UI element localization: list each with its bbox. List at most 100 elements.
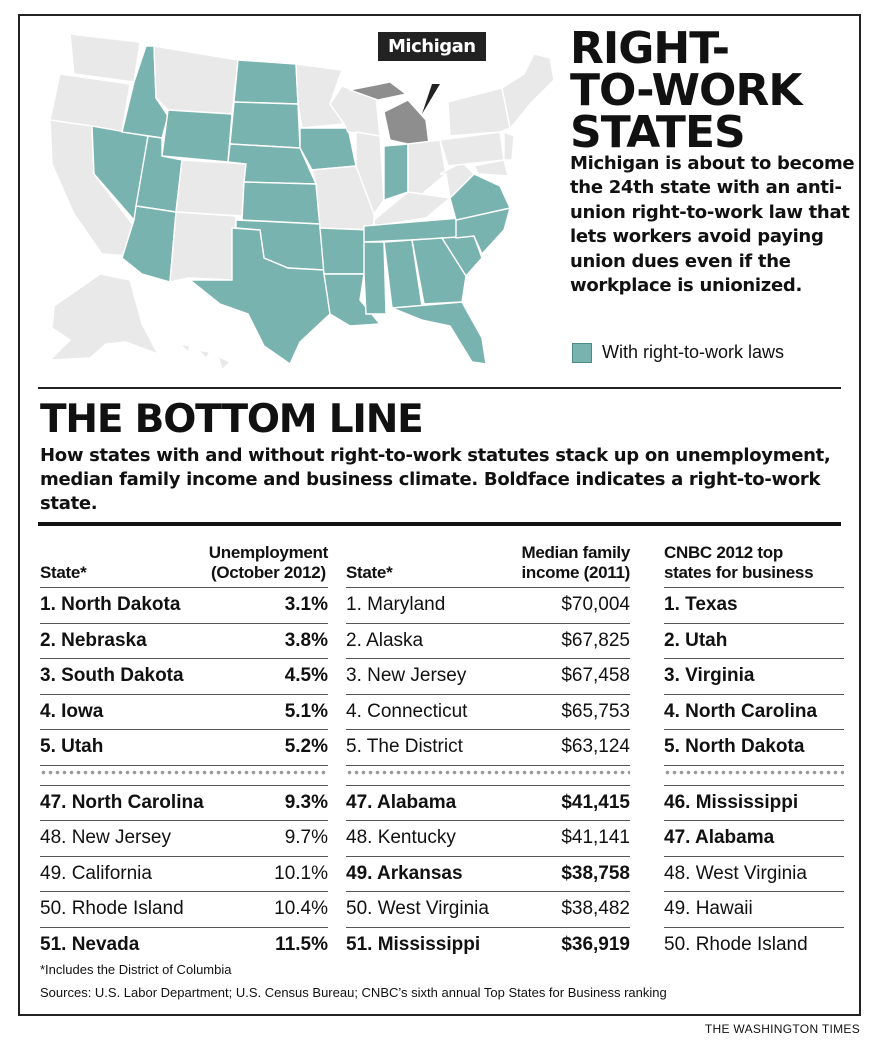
row-value: 4.5%	[284, 665, 328, 687]
table-row: 50. Rhode Island	[664, 928, 844, 964]
row-value: $63,124	[561, 736, 630, 758]
income-table: State* Median family income (2011) 1. Ma…	[346, 532, 630, 963]
row-state: 5. The District	[346, 736, 463, 758]
dotted-separator	[346, 766, 630, 786]
bottom-line-deck: How states with and without right-to-wor…	[40, 445, 831, 514]
row-state: 4. Iowa	[40, 700, 104, 722]
state-arizona	[121, 205, 177, 283]
table-row: 50. West Virginia $38,482	[346, 892, 630, 928]
row-value: 9.3%	[284, 791, 328, 813]
row-state: 46. Mississippi	[664, 791, 799, 813]
state-wyoming	[161, 109, 233, 163]
row-state: 47. North Carolina	[40, 791, 204, 813]
unemployment-table: State* Unemployment (October 2012) 1. No…	[40, 532, 328, 963]
state-texas	[188, 227, 331, 366]
row-state: 2. Alaska	[346, 629, 424, 651]
state-mississippi	[363, 241, 387, 315]
income-header: State* Median family income (2011)	[346, 532, 630, 588]
unemployment-header: State* Unemployment (October 2012)	[40, 532, 328, 588]
row-value: 10.1%	[274, 862, 328, 884]
table-row: 1. Maryland $70,004	[346, 588, 630, 624]
state-new-england	[501, 53, 555, 130]
table-row: 46. Mississippi	[664, 786, 844, 821]
business-table: CNBC 2012 top states for business 1. Tex…	[664, 532, 844, 963]
row-state: 1. Texas	[664, 594, 738, 616]
unemployment-header-line-1: Unemployment	[208, 543, 329, 562]
sources-line: Sources: U.S. Labor Department; U.S. Cen…	[40, 985, 667, 1000]
row-value: 10.4%	[274, 898, 328, 920]
table-row: 48. Kentucky $41,141	[346, 821, 630, 857]
row-state: 2. Utah	[664, 629, 728, 651]
table-row: 4. North Carolina	[664, 695, 844, 730]
state-alaska	[48, 273, 160, 361]
income-bottom-rows: 47. Alabama $41,415 48. Kentucky $41,141 49.…	[346, 786, 630, 964]
dotted-separator	[40, 766, 328, 786]
row-value: $67,825	[561, 629, 630, 651]
row-value: $36,919	[561, 934, 630, 956]
row-state: 50. West Virginia	[346, 898, 489, 920]
row-state: 5. North Dakota	[664, 736, 805, 758]
table-row: 2. Alaska $67,825	[346, 624, 630, 659]
row-state: 4. North Carolina	[664, 700, 818, 722]
table-row: 50. Rhode Island 10.4%	[40, 892, 328, 928]
state-illinois	[355, 131, 385, 216]
table-row: 47. North Carolina 9.3%	[40, 786, 328, 821]
headline: RIGHT- TO-WORK STATES	[570, 23, 860, 158]
row-state: 4. Connecticut	[346, 700, 468, 722]
publisher-credit: THE WASHINGTON TIMES	[704, 1022, 860, 1036]
table-row: 48. West Virginia	[664, 857, 844, 892]
table-row: 47. Alabama	[664, 821, 844, 857]
state-washington	[69, 33, 141, 83]
business-header-line-1: CNBC 2012 top	[664, 543, 783, 562]
table-row: 49. California 10.1%	[40, 857, 328, 892]
row-value: $67,458	[561, 665, 630, 687]
row-state: 47. Alabama	[346, 791, 457, 813]
table-row: 5. The District $63,124	[346, 730, 630, 766]
row-value: $38,758	[561, 862, 630, 884]
state-south-dakota	[229, 101, 301, 149]
section-divider	[38, 387, 841, 389]
headline-line-2: TO-WORK	[570, 65, 802, 116]
row-state: 49. Arkansas	[346, 862, 463, 884]
row-state: 3. South Dakota	[40, 665, 184, 687]
state-iowa	[299, 127, 357, 171]
row-state: 50. Rhode Island	[40, 898, 184, 920]
unemployment-bottom-rows: 47. North Carolina 9.3% 48. New Jersey 9.7%…	[40, 786, 328, 964]
row-value: 3.1%	[284, 594, 328, 616]
state-north-dakota	[233, 59, 299, 105]
row-state: 2. Nebraska	[40, 629, 147, 651]
state-new-york	[447, 87, 511, 137]
state-new-mexico	[169, 211, 237, 283]
row-value: $65,753	[561, 700, 630, 722]
state-colorado	[175, 159, 247, 217]
michigan-callout: Michigan	[378, 32, 486, 61]
state-montana	[153, 45, 239, 115]
row-value: $41,141	[561, 827, 630, 849]
row-value: $38,482	[561, 898, 630, 920]
table-row: 3. Virginia	[664, 659, 844, 695]
row-state: 48. Kentucky	[346, 827, 456, 849]
row-value: 5.2%	[284, 736, 328, 758]
business-bottom-rows: 46. Mississippi 47. Alabama 48. West Virgi…	[664, 786, 844, 964]
deck-text: Michigan is about to become the 24th sta…	[570, 153, 855, 297]
row-value: $41,415	[561, 791, 630, 813]
table-row: 4. Iowa 5.1%	[40, 695, 328, 730]
income-header-line-1: Median family	[521, 543, 630, 562]
headline-line-3: STATES	[570, 107, 746, 158]
headline-line-1: RIGHT-	[570, 23, 730, 74]
business-header: CNBC 2012 top states for business	[664, 532, 844, 588]
bottom-line-title: THE BOTTOM LINE	[40, 397, 424, 442]
row-state: 49. Hawaii	[664, 898, 753, 920]
unemployment-header-value: Unemployment (October 2012)	[208, 543, 329, 583]
table-rule	[38, 522, 841, 526]
income-header-value: Median family income (2011)	[521, 543, 630, 583]
state-maryland	[472, 159, 509, 177]
row-state: 5. Utah	[40, 736, 104, 758]
row-state: 51. Mississippi	[346, 934, 481, 956]
income-top-rows: 1. Maryland $70,004 2. Alaska $67,825 3. New…	[346, 588, 630, 766]
state-kansas	[241, 181, 321, 225]
row-state: 3. Virginia	[664, 665, 755, 687]
business-header-line-2: states for business	[664, 563, 814, 582]
table-row: 47. Alabama $41,415	[346, 786, 630, 821]
state-michigan-up	[347, 81, 408, 101]
